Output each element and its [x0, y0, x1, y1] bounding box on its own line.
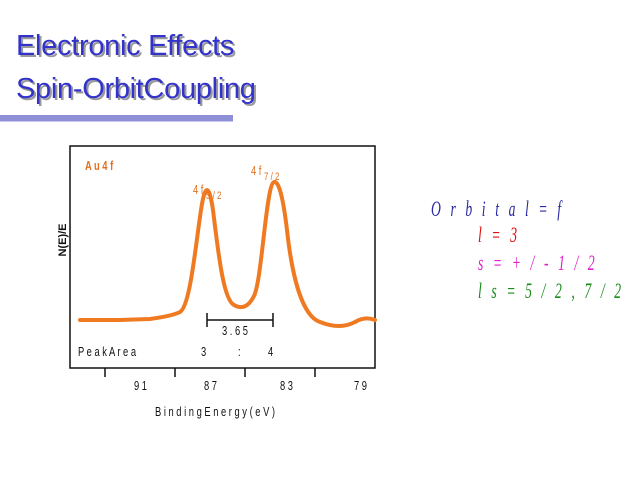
peak-label-5-2: 4 f 5 / 2: [193, 184, 221, 203]
y-axis-label: N(E)/E: [57, 224, 69, 257]
orbital-line: O r b i t a l = f: [431, 196, 565, 221]
peak-label-7-2: 4 f 7 / 2: [251, 165, 279, 184]
sample-label: A u 4 f: [85, 160, 113, 174]
l-value-line: l = 3: [478, 222, 521, 247]
title-underline: [0, 115, 233, 122]
peak-label-7-2-sub: 7 / 2: [264, 171, 279, 184]
plot-frame: [69, 145, 376, 369]
splitting-value: 3 . 6 5: [222, 325, 248, 339]
slide-title-line1: Electronic Effects: [16, 30, 235, 62]
peak-label-7-2-main: 4 f: [251, 165, 262, 179]
spectrum-curve: [78, 180, 377, 328]
slide-title-line2: Spin-OrbitCoupling: [16, 73, 256, 105]
peak-area-left-value: 3: [201, 346, 206, 360]
x-tick-label: 9 1: [134, 380, 147, 394]
s-value-line: s = + / - 1 / 2: [478, 250, 598, 275]
peak-label-5-2-sub: 5 / 2: [206, 190, 221, 203]
x-tick-label: 8 7: [204, 380, 217, 394]
x-axis-label: B i n d i n g E n e r g y ( e V ): [155, 406, 275, 420]
peak-area-separator: :: [238, 346, 241, 360]
peak-area-label: P e a k A r e a: [78, 346, 137, 360]
peak-area-right-value: 4: [268, 346, 273, 360]
ls-value-line: l s = 5 / 2 , 7 / 2: [478, 278, 625, 303]
x-tick-label: 8 3: [280, 380, 293, 394]
x-tick-label: 7 9: [354, 380, 367, 394]
peak-label-5-2-main: 4 f: [193, 184, 204, 198]
